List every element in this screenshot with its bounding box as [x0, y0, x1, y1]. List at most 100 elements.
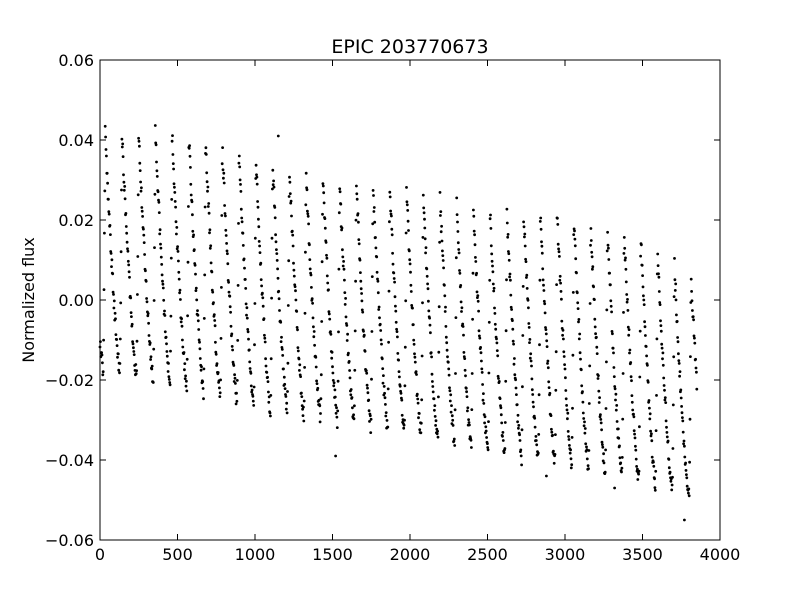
data-point — [125, 240, 129, 244]
data-point — [491, 270, 495, 274]
data-point — [232, 364, 236, 367]
data-point — [506, 235, 510, 239]
data-point — [359, 287, 363, 291]
data-point — [480, 367, 484, 371]
data-point — [317, 398, 321, 402]
data-point — [292, 261, 295, 265]
data-point — [652, 460, 655, 464]
data-point — [459, 300, 463, 304]
data-point — [540, 240, 543, 244]
data-point — [649, 429, 652, 433]
data-point — [269, 357, 273, 361]
data-point — [546, 359, 550, 363]
data-point — [614, 398, 617, 402]
data-point — [661, 363, 665, 367]
data-point — [244, 302, 248, 306]
data-point — [390, 227, 394, 231]
data-point — [404, 231, 408, 235]
data-point — [655, 337, 659, 341]
data-point — [517, 424, 521, 427]
data-point — [672, 295, 676, 298]
data-point — [187, 146, 191, 150]
data-point — [382, 385, 386, 388]
data-point — [365, 383, 369, 387]
data-point — [563, 367, 567, 371]
data-point — [572, 233, 576, 237]
data-point — [304, 171, 308, 175]
data-point — [159, 246, 163, 250]
data-point — [599, 418, 603, 421]
data-point — [539, 216, 543, 220]
data-point — [334, 411, 338, 415]
data-point — [496, 374, 500, 378]
data-point — [518, 439, 522, 442]
data-point — [242, 257, 246, 261]
data-point — [613, 387, 617, 391]
data-point — [611, 346, 615, 350]
data-point — [421, 193, 425, 197]
data-point — [144, 279, 148, 283]
data-point — [631, 408, 635, 412]
data-point — [384, 411, 388, 414]
data-point — [208, 246, 212, 250]
data-point — [338, 190, 342, 194]
data-point — [468, 423, 471, 427]
data-point — [533, 425, 537, 429]
data-point — [424, 246, 428, 250]
data-point — [509, 278, 512, 282]
data-point — [256, 205, 260, 209]
data-point — [368, 420, 371, 423]
data-point — [527, 326, 531, 329]
data-point — [191, 229, 195, 233]
data-point — [495, 349, 499, 352]
data-point — [678, 374, 681, 378]
data-point — [650, 439, 654, 443]
data-point — [408, 262, 412, 266]
data-point — [455, 213, 459, 217]
data-point — [623, 258, 627, 262]
data-point — [161, 282, 165, 286]
data-point — [532, 414, 536, 418]
data-point — [306, 212, 310, 216]
data-point — [409, 290, 413, 293]
data-point — [118, 371, 121, 375]
data-point — [160, 273, 164, 277]
y-tick-label: −0.04 — [45, 451, 94, 470]
data-point — [374, 246, 378, 250]
data-point — [488, 217, 492, 221]
data-point — [137, 136, 141, 140]
data-point — [447, 373, 451, 377]
data-point — [288, 192, 292, 196]
data-point — [347, 360, 351, 363]
data-point — [347, 351, 350, 355]
data-point — [582, 424, 586, 428]
data-point — [523, 244, 527, 248]
data-point — [474, 256, 477, 259]
data-point — [505, 278, 508, 282]
data-point — [282, 375, 286, 379]
data-point — [120, 145, 124, 149]
data-point — [562, 350, 566, 354]
data-point — [552, 461, 556, 465]
data-point — [469, 438, 473, 442]
data-point — [227, 280, 231, 284]
data-point — [540, 251, 544, 255]
data-point — [530, 377, 534, 381]
data-point — [653, 477, 656, 481]
data-point — [380, 357, 384, 361]
data-point — [139, 180, 143, 184]
data-point — [449, 410, 453, 414]
data-point — [104, 135, 107, 139]
data-point — [525, 276, 528, 279]
data-point — [386, 387, 390, 391]
data-point — [272, 185, 276, 189]
data-point — [593, 325, 597, 329]
data-point — [372, 194, 375, 197]
data-point — [650, 432, 653, 436]
data-point — [591, 265, 595, 269]
data-point — [546, 366, 550, 370]
data-point — [296, 346, 300, 349]
data-point — [637, 472, 640, 476]
data-point — [694, 366, 698, 370]
